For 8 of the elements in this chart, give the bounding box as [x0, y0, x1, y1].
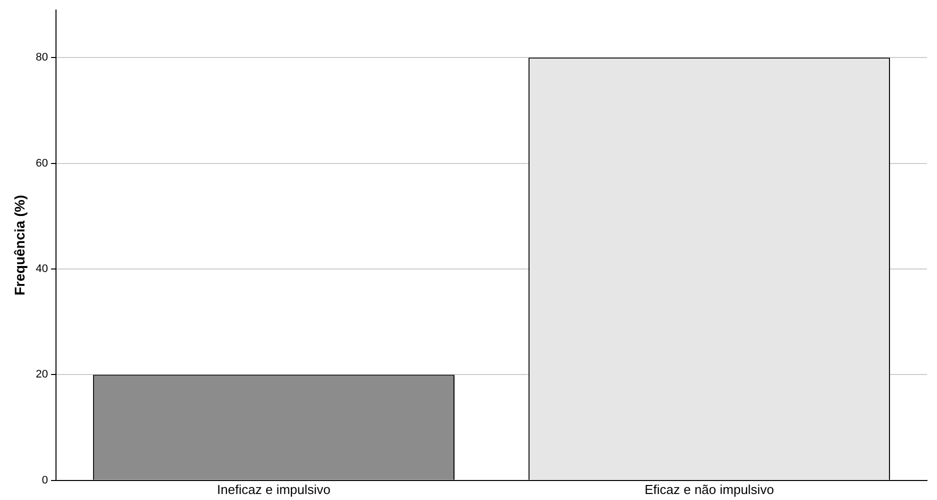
x-tick-label: Ineficaz e impulsivo: [217, 482, 331, 497]
y-tick-label: 60: [36, 157, 48, 170]
y-axis-title: Frequência (%): [11, 195, 28, 296]
x-tick-label: Eficaz e não impulsivo: [644, 482, 774, 497]
y-tick-label: 0: [42, 474, 48, 486]
y-tick-label: 20: [36, 368, 48, 381]
y-tick-label: 80: [36, 52, 48, 64]
y-tick-label: 40: [36, 263, 48, 276]
